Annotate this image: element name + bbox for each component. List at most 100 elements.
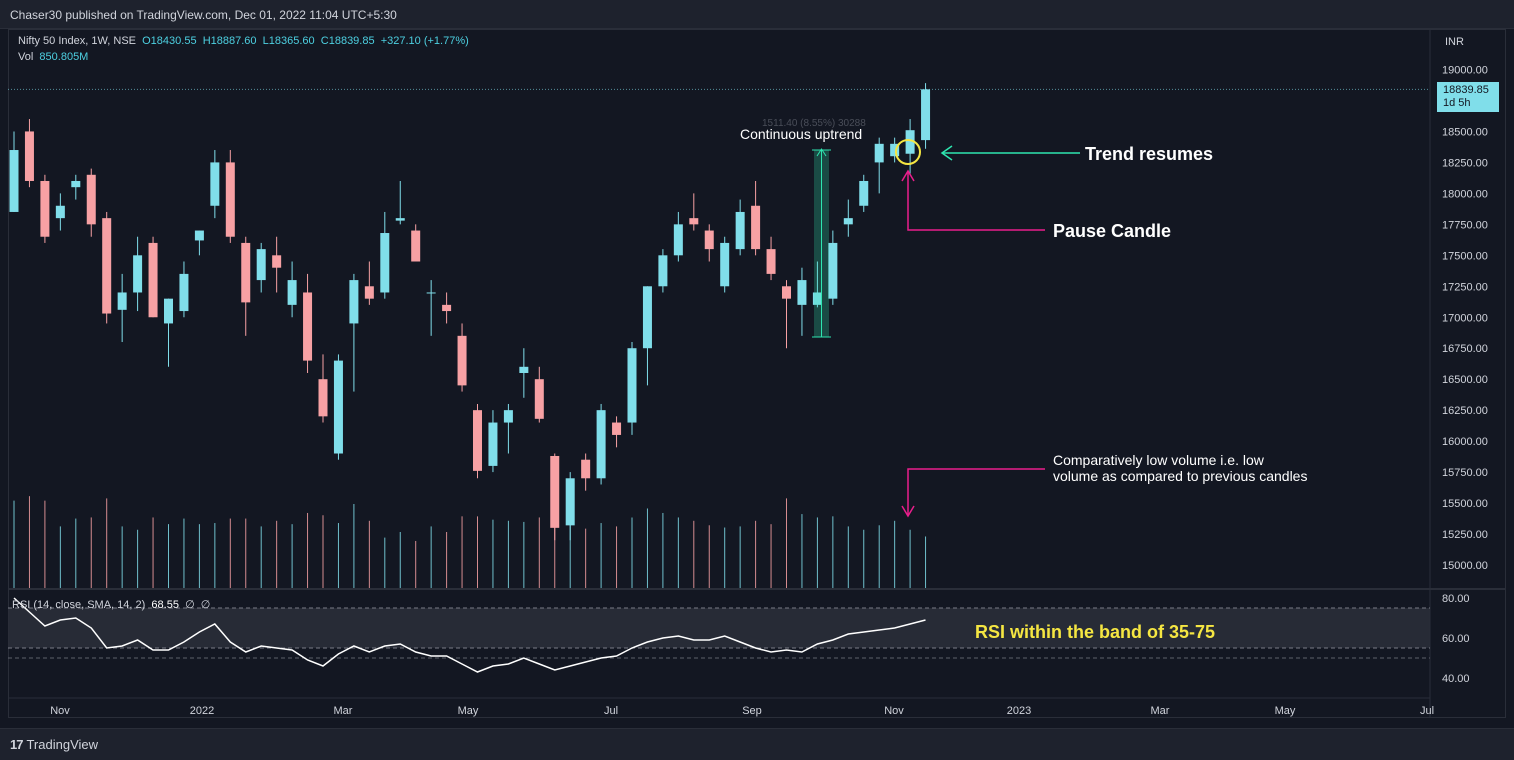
- candle-body: [210, 162, 220, 206]
- candle-body: [689, 218, 699, 225]
- brand-name: TradingView: [26, 737, 99, 752]
- last-price-tag: 18839.85 1d 5h: [1437, 82, 1499, 112]
- tradingview-logo[interactable]: 17 TradingView: [10, 737, 98, 752]
- uptrend-arrow-head: [816, 148, 827, 157]
- annotation-continuous-uptrend: Continuous uptrend: [740, 126, 863, 142]
- price-tick-label: 18250.00: [1442, 157, 1488, 169]
- candle-body: [843, 218, 853, 225]
- annotation-faint-measure: 1511.40 (8.55%) 30288: [762, 118, 866, 129]
- candle-body: [9, 150, 19, 212]
- candle-body: [642, 286, 652, 349]
- rsi-line: [13, 597, 926, 673]
- price-tick-label: 15750.00: [1442, 467, 1488, 479]
- low-value: L18365.60: [262, 35, 315, 47]
- candle-body: [102, 218, 112, 314]
- rsi-tick-label: 60.00: [1442, 633, 1470, 645]
- candle-body: [380, 233, 390, 293]
- candle-body: [828, 242, 838, 299]
- price-tick-label: 17750.00: [1442, 219, 1488, 231]
- time-tick-label: 2023: [1007, 705, 1031, 717]
- candle-body: [179, 273, 189, 312]
- candle-body: [612, 422, 622, 435]
- candle-body: [86, 174, 96, 225]
- rsi-extra-2: ∅: [200, 599, 211, 611]
- price-tick-label: 17500.00: [1442, 250, 1488, 262]
- annotation-low-volume-line-1: Comparatively low volume i.e. low: [1053, 452, 1264, 468]
- candle-body: [40, 180, 50, 237]
- candle-body: [457, 335, 467, 386]
- volume-value: 850.805M: [39, 51, 89, 63]
- trend-resumes-arrow-head: [940, 145, 953, 161]
- price-tick-label: 16500.00: [1442, 374, 1488, 386]
- publish-bar: Chaser30 published on TradingView.com, D…: [0, 0, 1514, 29]
- price-tick-label: 17000.00: [1442, 312, 1488, 324]
- candle-body: [287, 280, 297, 305]
- candle-body: [859, 180, 869, 206]
- price-tick-label: 17250.00: [1442, 281, 1488, 293]
- price-tick-label: 15250.00: [1442, 529, 1488, 541]
- candle-body: [164, 298, 173, 324]
- time-tick-label: Sep: [742, 705, 762, 717]
- candle-body: [550, 455, 560, 528]
- price-tick-label: 16250.00: [1442, 405, 1488, 417]
- candle-body: [55, 205, 65, 219]
- candle-body: [503, 410, 513, 423]
- time-tick-label: Jul: [1420, 705, 1434, 717]
- price-tick-label: 18000.00: [1442, 188, 1488, 200]
- bar-countdown: 1d 5h: [1443, 97, 1471, 109]
- time-tick-label: Jul: [604, 705, 618, 717]
- open-value: O18430.55: [142, 35, 197, 47]
- candle-body: [720, 242, 730, 287]
- annotation-rsi-band: RSI within the band of 35-75: [975, 622, 1216, 642]
- candle-body: [735, 211, 745, 250]
- tradingview-logo-icon: 17: [10, 737, 24, 752]
- rsi-legend[interactable]: RSI (14, close, SMA, 14, 2) 68.55 ∅ ∅: [12, 598, 210, 611]
- annotation-pause-candle: Pause Candle: [1053, 221, 1172, 241]
- price-tick-label: 16750.00: [1442, 343, 1488, 355]
- rsi-value: 68.55: [151, 599, 179, 611]
- candle-body: [473, 410, 482, 471]
- candle-body: [565, 478, 575, 526]
- candle-body: [596, 410, 606, 479]
- candle-body: [534, 379, 544, 419]
- annotation-low-volume: Comparatively low volume i.e. low volume…: [1053, 452, 1307, 484]
- candle-body: [581, 459, 591, 479]
- candle-body: [751, 205, 761, 250]
- publish-text: Chaser30 published on TradingView.com, D…: [10, 8, 397, 22]
- chart-frame[interactable]: [8, 29, 1506, 718]
- candle-body: [890, 143, 900, 157]
- candle-body: [766, 249, 776, 274]
- candle-body: [318, 379, 328, 417]
- candle-body: [905, 130, 915, 154]
- candle-body: [194, 230, 204, 241]
- pause-candle-circle: [895, 139, 921, 165]
- candle-body: [133, 255, 143, 293]
- candle-body: [272, 255, 282, 268]
- candle-body: [519, 366, 529, 373]
- candle-body: [921, 89, 931, 141]
- candle-body: [225, 162, 235, 237]
- candle-body: [704, 230, 714, 250]
- candle-body: [117, 292, 127, 310]
- time-tick-label: 2022: [190, 705, 214, 717]
- candle-body: [782, 286, 791, 299]
- candle-body: [303, 292, 313, 361]
- candle-body: [874, 143, 884, 163]
- candle-body: [395, 218, 405, 221]
- candle-body: [24, 131, 34, 181]
- currency-label: INR: [1445, 36, 1464, 48]
- time-tick-label: Nov: [50, 705, 70, 717]
- volume-label[interactable]: Vol: [18, 51, 34, 63]
- ohlc-legend: Nifty 50 Index, 1W, NSE O18430.55 H18887…: [18, 35, 469, 67]
- footer-bar: 17 TradingView: [0, 728, 1514, 760]
- candle-body: [426, 292, 436, 294]
- time-tick-label: Mar: [334, 705, 353, 717]
- rsi-tick-label: 40.00: [1442, 673, 1470, 685]
- symbol-label[interactable]: Nifty 50 Index, 1W, NSE: [18, 35, 136, 47]
- candle-body: [627, 348, 637, 423]
- price-tick-label: 19000.00: [1442, 65, 1488, 77]
- annotation-trend-resumes: Trend resumes: [1085, 144, 1214, 164]
- high-value: H18887.60: [202, 35, 257, 47]
- candle-body: [349, 280, 359, 324]
